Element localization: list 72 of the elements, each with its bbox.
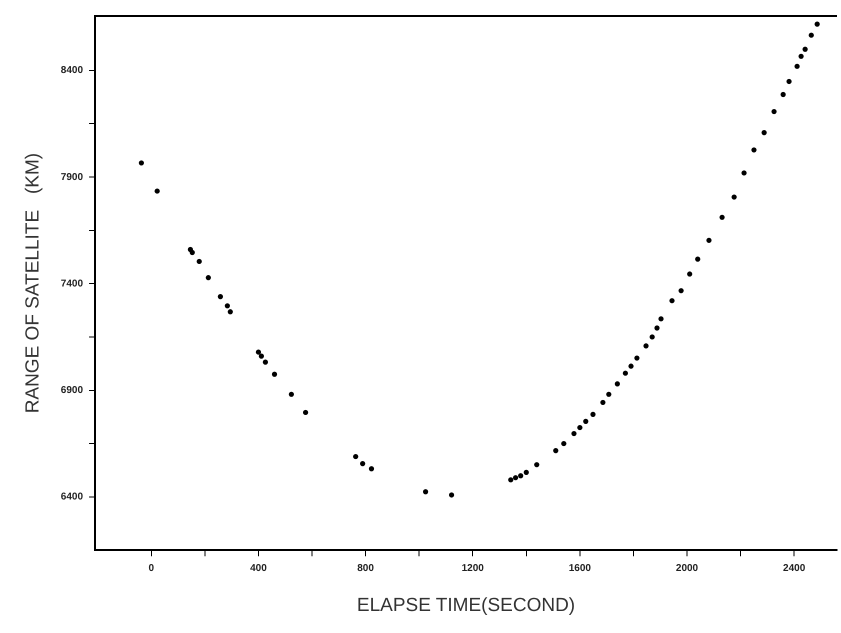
point (190, 250, 195, 256)
point (518, 473, 524, 478)
point (780, 92, 786, 98)
point (288, 392, 294, 397)
x-axis-title: ELAPSE TIME(SECOND) (356, 594, 576, 616)
point (583, 418, 588, 424)
point (590, 412, 596, 417)
point (422, 489, 428, 494)
point (512, 475, 518, 480)
point (650, 334, 655, 340)
point (600, 400, 606, 406)
x-tick-label: 0 (148, 562, 155, 574)
point (658, 316, 664, 322)
point (751, 147, 757, 153)
point (614, 381, 620, 386)
point (798, 54, 804, 59)
point (732, 194, 737, 200)
point (256, 349, 262, 355)
point (448, 492, 454, 498)
point (669, 298, 675, 304)
x-tick-label: 1200 (462, 562, 484, 574)
point (786, 78, 792, 84)
point (771, 108, 777, 114)
point (262, 360, 268, 365)
x-tick-label: 1600 (568, 562, 592, 574)
y-tick-label: 6400 (60, 492, 84, 503)
x-tick-label: 400 (250, 562, 268, 574)
point (571, 430, 577, 436)
point (687, 271, 692, 277)
point (524, 470, 529, 475)
point (508, 477, 514, 482)
y-axis-title: RANGE OF SATELLITE (KM) (22, 152, 44, 414)
point (741, 170, 747, 176)
point (802, 46, 808, 52)
point (561, 440, 566, 446)
point (606, 392, 612, 397)
point (138, 160, 144, 166)
point (719, 214, 725, 220)
point (196, 258, 202, 264)
point (154, 188, 160, 194)
point (808, 32, 814, 38)
point (654, 325, 660, 331)
point (228, 309, 233, 314)
point (353, 454, 358, 460)
y-tick-label: 6900 (60, 385, 84, 396)
point (360, 461, 366, 466)
point (794, 64, 800, 69)
point (534, 462, 540, 468)
point (622, 370, 628, 376)
point (678, 288, 684, 294)
point (643, 343, 649, 349)
y-tick-label: 7400 (60, 278, 84, 290)
point (218, 294, 223, 300)
point (206, 275, 211, 280)
point (272, 372, 278, 377)
point (302, 410, 308, 416)
x-tick-label: 2400 (783, 562, 806, 574)
point (577, 424, 582, 430)
x-tick-label: 2000 (676, 562, 699, 574)
point (706, 238, 712, 243)
point (762, 130, 767, 136)
x-tick-label: 800 (357, 562, 374, 574)
point (814, 22, 820, 27)
point (224, 303, 230, 308)
y-tick-label: 7900 (60, 172, 84, 183)
point (258, 354, 264, 359)
point (628, 364, 634, 369)
y-tick-label: 8400 (60, 65, 84, 76)
point (634, 355, 640, 361)
point (695, 256, 700, 262)
point (553, 448, 558, 454)
point (368, 466, 374, 472)
